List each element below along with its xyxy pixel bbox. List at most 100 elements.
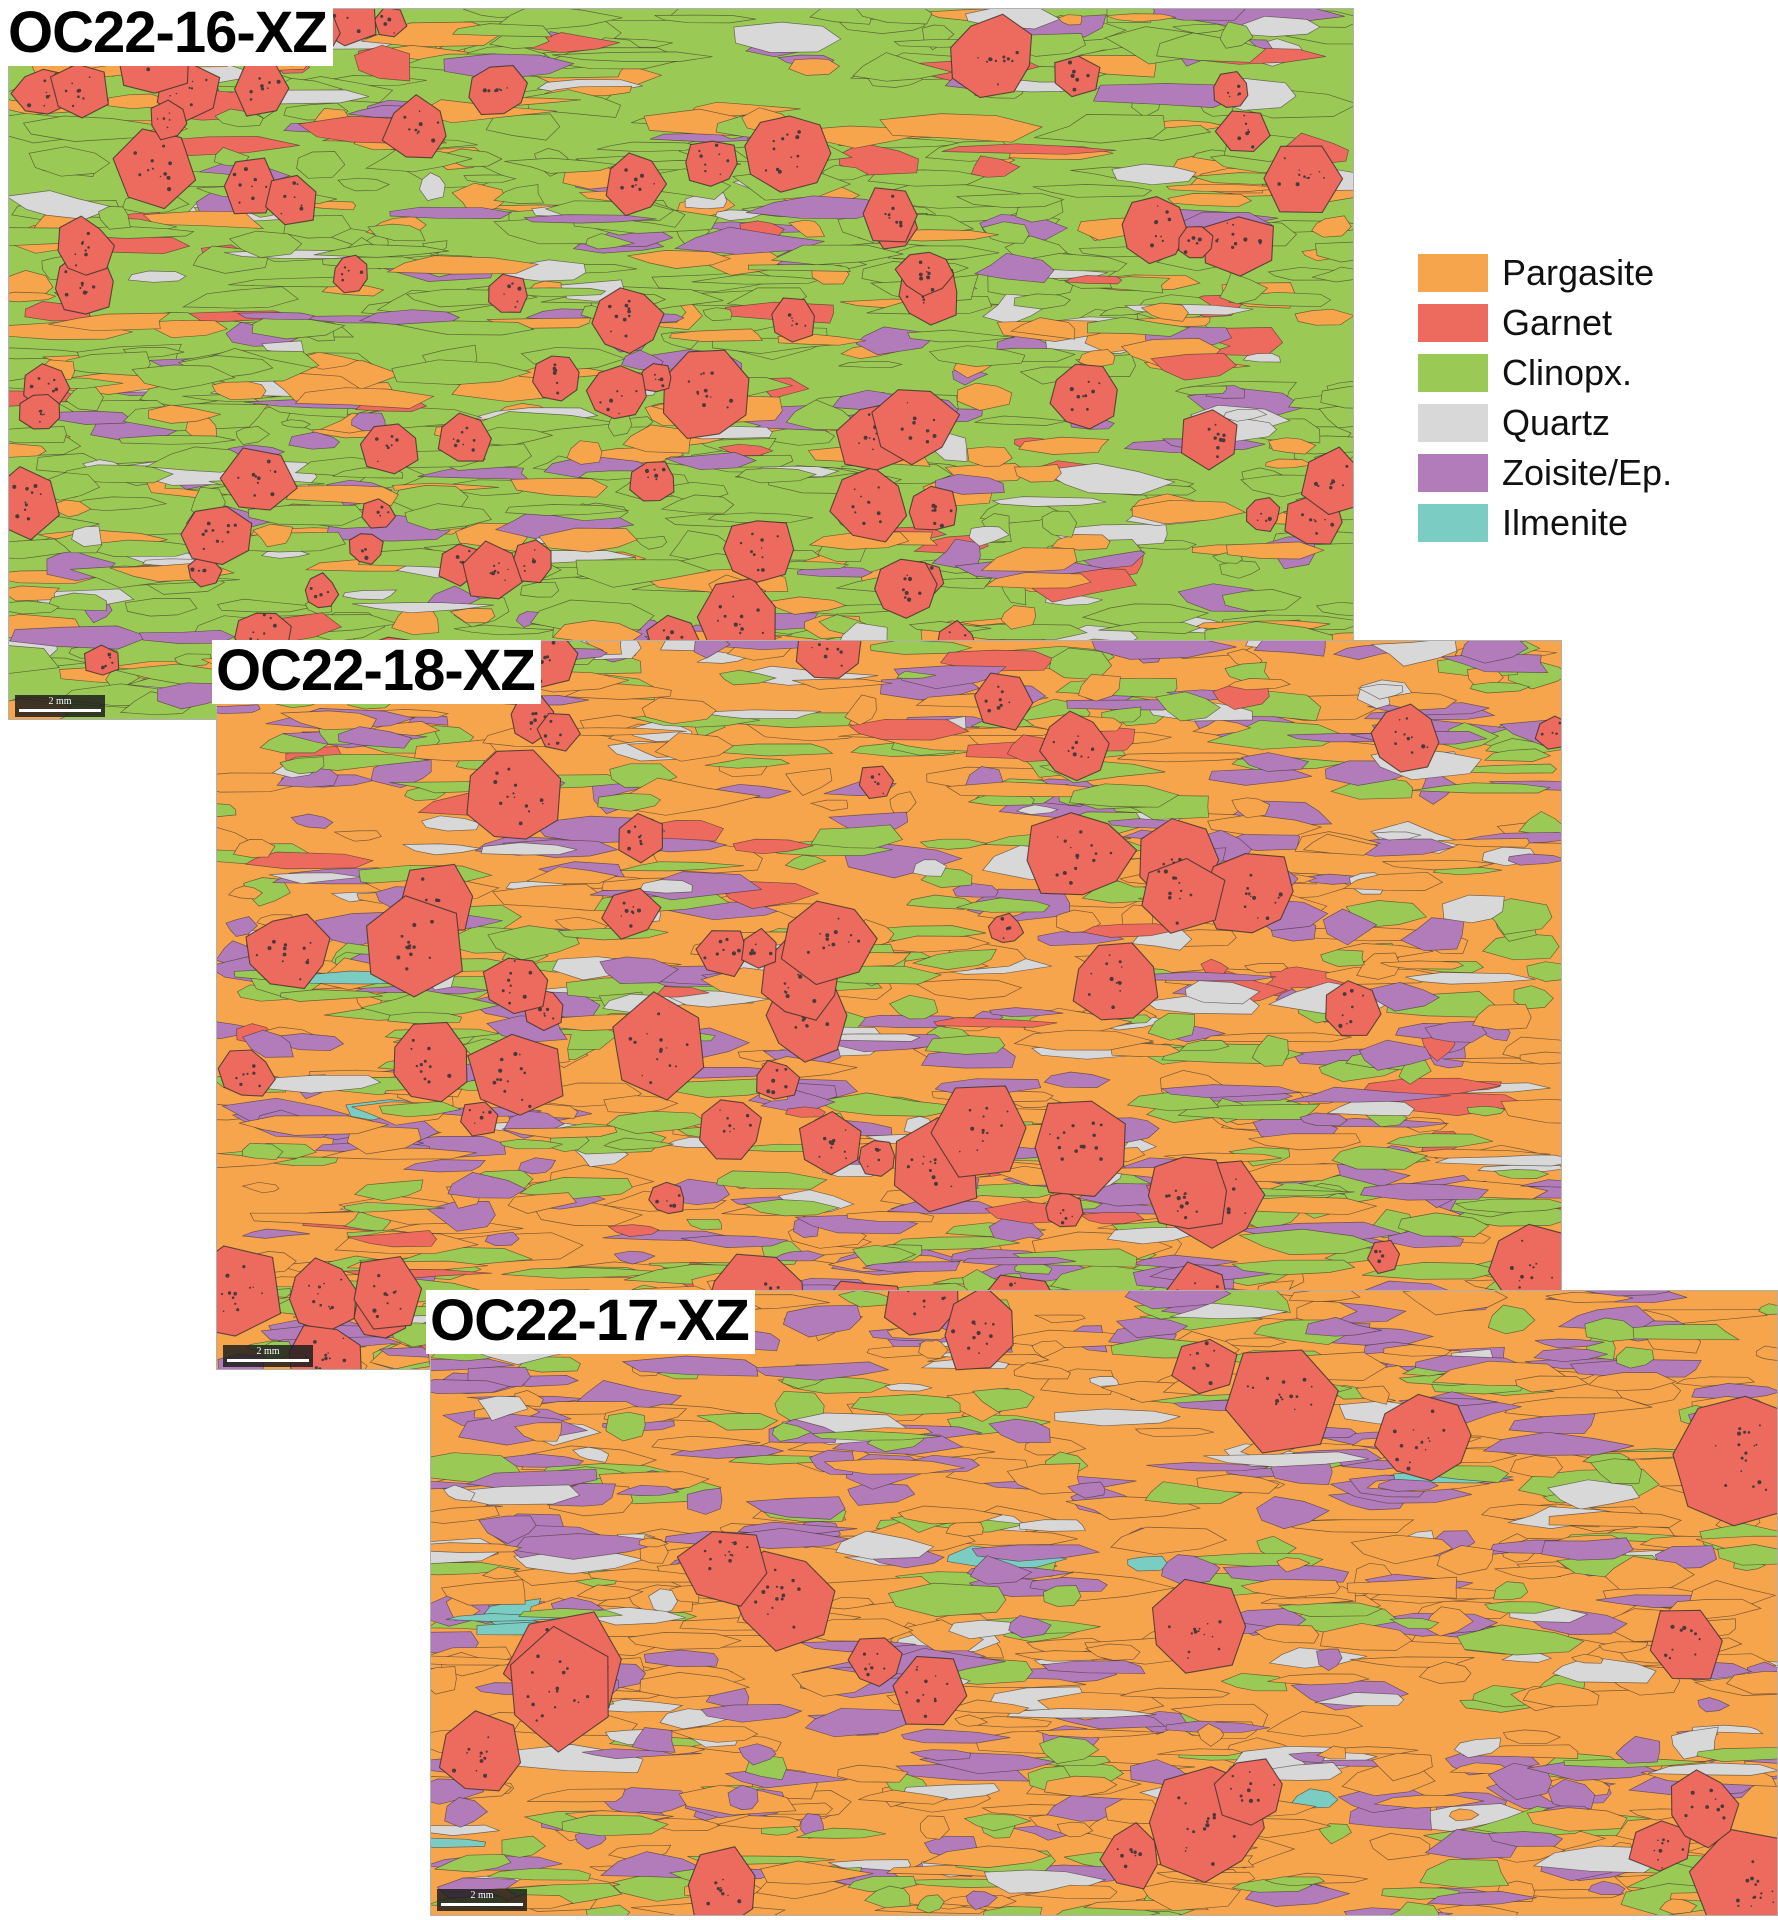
inclusion xyxy=(981,1140,984,1142)
inclusion xyxy=(836,647,840,651)
garnet-grain xyxy=(353,1256,423,1330)
inclusion xyxy=(169,94,171,97)
inclusion xyxy=(876,782,880,786)
garnet-grain xyxy=(732,838,814,855)
inclusion xyxy=(523,565,526,567)
garnet-grain xyxy=(1370,703,1440,773)
inclusion xyxy=(305,960,310,965)
inclusion xyxy=(1720,1804,1725,1808)
legend-item-ilmenite: Ilmenite xyxy=(1418,500,1718,550)
inclusion xyxy=(111,661,114,664)
clinopx-grain xyxy=(660,494,735,514)
inclusion xyxy=(151,167,154,170)
inclusion xyxy=(222,1310,225,1312)
pargasite-grain xyxy=(639,1672,751,1699)
clinopx-grain xyxy=(888,994,939,1020)
inclusion xyxy=(1218,1620,1222,1624)
zoisite-grain xyxy=(1534,1338,1605,1349)
legend-item-pargasite: Pargasite xyxy=(1418,250,1718,300)
inclusion xyxy=(923,1714,928,1718)
pargasite-grain xyxy=(1355,1385,1390,1405)
inclusion xyxy=(627,309,631,314)
inclusion xyxy=(341,278,345,282)
inclusion xyxy=(503,1089,507,1093)
inclusion xyxy=(1213,436,1217,440)
inclusion xyxy=(561,1670,566,1675)
garnet-grain xyxy=(1672,1395,1777,1527)
inclusion xyxy=(1109,976,1114,982)
inclusion xyxy=(1086,407,1089,411)
inclusion xyxy=(45,91,48,94)
inclusion xyxy=(1080,755,1083,758)
pargasite-grain xyxy=(1588,1372,1677,1392)
ilmenite-grain xyxy=(431,1837,487,1849)
inclusion xyxy=(666,1047,668,1049)
zoisite-grain xyxy=(1508,1413,1596,1435)
inclusion xyxy=(516,300,519,303)
pargasite-grain xyxy=(1240,1578,1341,1599)
inclusion xyxy=(536,1654,540,1659)
pargasite-grain xyxy=(9,291,57,303)
inclusion xyxy=(1661,1867,1663,1869)
inclusion xyxy=(726,1117,729,1120)
clinopx-grain xyxy=(982,1906,1043,1915)
inclusion xyxy=(482,88,487,93)
garnet-grain xyxy=(973,672,1034,731)
zoisite-grain xyxy=(631,1727,676,1753)
inclusion xyxy=(775,1597,779,1601)
inclusion xyxy=(527,810,531,813)
clinopx-grain xyxy=(281,419,311,429)
inclusion xyxy=(485,1750,488,1753)
inclusion xyxy=(383,22,388,26)
inclusion xyxy=(47,382,50,385)
inclusion xyxy=(1195,242,1199,245)
inclusion xyxy=(649,1081,653,1085)
inclusion xyxy=(740,627,744,631)
inclusion xyxy=(399,1307,402,1310)
pargasite-grain xyxy=(1346,1576,1457,1599)
pargasite-grain xyxy=(9,442,47,458)
inclusion xyxy=(1000,690,1004,694)
inclusion xyxy=(1192,1830,1196,1834)
garnet-grain xyxy=(618,812,663,864)
inclusion xyxy=(455,555,460,559)
inclusion xyxy=(529,728,532,730)
inclusion xyxy=(739,614,744,619)
zoisite-grain xyxy=(290,813,334,829)
inclusion xyxy=(460,430,464,434)
inclusion xyxy=(685,1043,689,1046)
garnet-grain xyxy=(1150,353,1237,381)
inclusion xyxy=(1116,1848,1119,1851)
inclusion xyxy=(971,1320,976,1325)
inclusion xyxy=(1243,237,1248,242)
garnet-grain xyxy=(1171,1338,1238,1395)
pargasite-grain xyxy=(1356,952,1401,980)
quartz-grain xyxy=(948,1619,1025,1640)
inclusion xyxy=(1698,1638,1701,1641)
clinopx-grain xyxy=(906,894,974,910)
clinopx-grain xyxy=(1264,1876,1326,1887)
pargasite-grain xyxy=(1642,1308,1768,1324)
clinopx-grain xyxy=(396,320,535,336)
inclusion xyxy=(1392,1429,1397,1434)
clinopx-grain xyxy=(1454,1198,1561,1214)
inclusion xyxy=(705,394,709,398)
pargasite-grain xyxy=(1522,1682,1600,1708)
garnet-grain xyxy=(264,174,317,226)
inclusion xyxy=(922,301,925,304)
clinopx-grain xyxy=(1526,961,1561,982)
inclusion xyxy=(1245,131,1249,136)
inclusion xyxy=(792,1625,796,1629)
clinopx-grain xyxy=(1219,272,1269,305)
clinopx-grain xyxy=(1493,1581,1529,1601)
inclusion xyxy=(373,1285,376,1288)
inclusion xyxy=(71,104,75,108)
garnet-grain xyxy=(1072,942,1159,1021)
garnet-grain xyxy=(245,913,331,990)
zoisite-grain xyxy=(1359,1182,1490,1201)
inclusion xyxy=(1170,858,1174,861)
inclusion xyxy=(30,491,34,494)
pargasite-grain xyxy=(1500,1098,1561,1124)
inclusion xyxy=(543,655,547,660)
garnet-grain xyxy=(180,505,253,566)
